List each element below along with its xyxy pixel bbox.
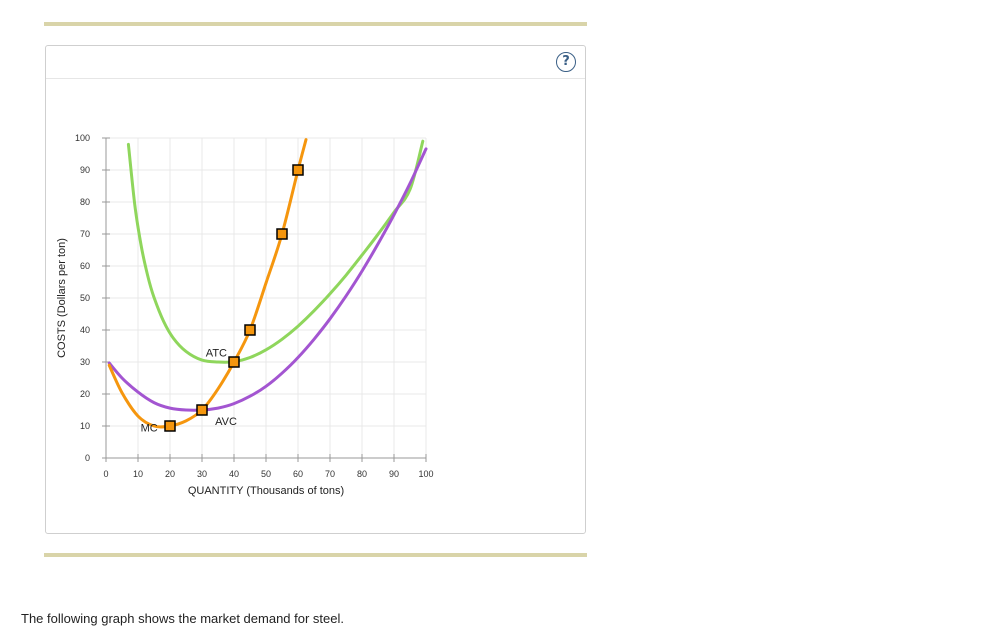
x-tick-label: 10 — [133, 469, 143, 479]
mc-marker — [276, 228, 288, 240]
panel-header: ? — [46, 46, 585, 79]
curve-label-avc: AVC — [215, 416, 237, 428]
x-tick-label: 30 — [197, 469, 207, 479]
y-tick-label: 30 — [80, 357, 90, 367]
y-tick-label: 60 — [80, 261, 90, 271]
mc-marker — [228, 356, 240, 368]
x-tick-label: 40 — [229, 469, 239, 479]
chart-labels: ATC AVC MC — [141, 347, 237, 434]
curve-label-atc: ATC — [206, 347, 227, 359]
y-tick-label: 50 — [80, 293, 90, 303]
y-tick-label: 80 — [80, 197, 90, 207]
help-icon[interactable]: ? — [556, 52, 576, 72]
curve-mc — [107, 138, 308, 429]
y-tick-label: 100 — [75, 133, 90, 143]
x-tick-label: 0 — [103, 469, 108, 479]
x-tick-label: 60 — [293, 469, 303, 479]
y-tick-label: 40 — [80, 325, 90, 335]
x-tick-label: 70 — [325, 469, 335, 479]
question-caption: The following graph shows the market dem… — [21, 611, 345, 626]
mc-marker — [164, 420, 176, 432]
y-tick-label: 10 — [80, 421, 90, 431]
mc-marker — [196, 404, 208, 416]
chart-markers — [164, 164, 304, 432]
curve-atc — [126, 139, 425, 364]
x-tick-label: 100 — [418, 469, 433, 479]
y-tick-label: 0 — [85, 453, 90, 463]
top-divider — [44, 22, 587, 26]
y-tick-label: 70 — [80, 229, 90, 239]
mc-marker — [292, 164, 304, 176]
y-tick-label: 20 — [80, 389, 90, 399]
curve-label-mc: MC — [141, 423, 158, 435]
x-tick-label: 20 — [165, 469, 175, 479]
chart-axes: 0 10 20 30 40 50 60 70 80 90 100 0 10 20 30 40 50 60 70 80 9… — [56, 133, 434, 497]
y-tick-label: 90 — [80, 165, 90, 175]
y-axis-title: COSTS (Dollars per ton) — [56, 238, 68, 358]
graph-panel: ? — [45, 45, 586, 534]
x-axis-title: QUANTITY (Thousands of tons) — [188, 485, 344, 497]
chart-curves — [107, 138, 428, 429]
x-tick-label: 80 — [357, 469, 367, 479]
bottom-divider — [44, 553, 587, 557]
x-tick-label: 90 — [389, 469, 399, 479]
mc-marker — [244, 324, 256, 336]
x-tick-label: 50 — [261, 469, 271, 479]
curve-avc — [107, 147, 428, 412]
